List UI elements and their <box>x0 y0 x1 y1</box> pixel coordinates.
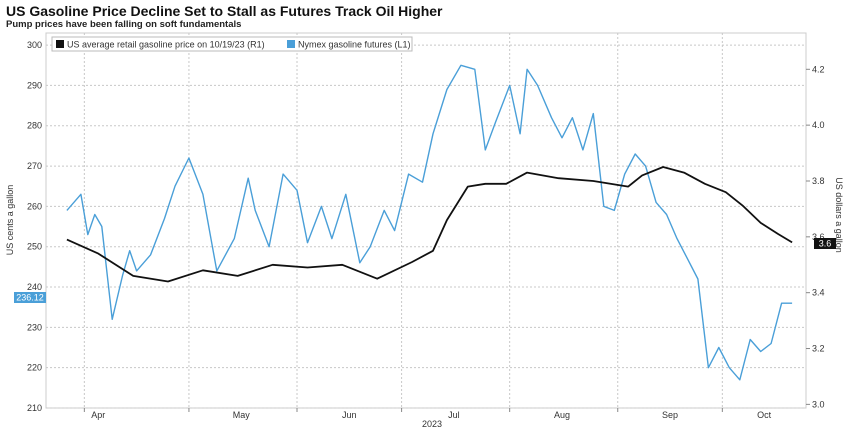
x-tick-label: Oct <box>757 410 772 420</box>
right-axis-label: US dollars a gallon <box>834 177 844 253</box>
left-tick-label: 230 <box>27 322 42 332</box>
x-tick-label: Jun <box>342 410 357 420</box>
left-tick-label: 260 <box>27 201 42 211</box>
left-tick-label: 220 <box>27 363 42 373</box>
right-tick-label: 4.0 <box>812 120 825 130</box>
left-tick-label: 210 <box>27 403 42 413</box>
svg-text:3.6: 3.6 <box>819 239 832 249</box>
left-axis-ticks: 210 220 230 240 250 260 270 280 290 300 <box>27 40 42 413</box>
legend-label-futures: Nymex gasoline futures (L1) <box>298 40 411 50</box>
left-tick-label: 250 <box>27 242 42 252</box>
x-axis-ticks: Apr May Jun Jul Aug Sep Oct <box>83 408 772 420</box>
left-tick-label: 270 <box>27 161 42 171</box>
left-axis-label: US cents a gallon <box>5 185 15 256</box>
series-line-gasoline-futures <box>66 64 793 381</box>
legend-swatch-futures <box>287 40 295 48</box>
series-lines <box>66 64 793 381</box>
chart-title: US Gasoline Price Decline Set to Stall a… <box>6 3 443 19</box>
gridlines <box>45 32 807 409</box>
legend: US average retail gasoline price on 10/1… <box>51 36 413 52</box>
right-tick-label: 3.2 <box>812 344 825 354</box>
legend-box <box>51 36 413 52</box>
series-line-retail-price <box>66 166 793 283</box>
right-axis-ticks: 3.0 3.2 3.4 3.6 3.8 4.0 4.2 <box>806 64 825 409</box>
legend-swatch-retail <box>56 40 64 48</box>
right-tick-label: 4.2 <box>812 64 825 74</box>
right-tick-label: 3.6 <box>812 232 825 242</box>
x-tick-label: May <box>233 410 251 420</box>
right-tick-label: 3.4 <box>812 288 825 298</box>
left-tick-label: 290 <box>27 80 42 90</box>
left-tick-label: 280 <box>27 121 42 131</box>
x-tick-label: Apr <box>91 410 105 420</box>
legend-label-retail: US average retail gasoline price on 10/1… <box>67 40 265 50</box>
chart-subtitle: Pump prices have been falling on soft fu… <box>6 19 242 30</box>
last-value-tag-left: 236.12 <box>14 292 46 303</box>
last-value-tag-right: 3.6 <box>814 238 836 249</box>
svg-text:236.12: 236.12 <box>16 293 44 303</box>
x-tick-label: Aug <box>554 410 570 420</box>
left-tick-label: 300 <box>27 40 42 50</box>
left-tick-label: 240 <box>27 282 42 292</box>
x-tick-label: Sep <box>662 410 678 420</box>
right-tick-label: 3.8 <box>812 176 825 186</box>
x-axis-label: 2023 <box>422 419 442 429</box>
right-tick-label: 3.0 <box>812 399 825 409</box>
plot-frame <box>45 32 807 409</box>
x-tick-label: Jul <box>448 410 460 420</box>
